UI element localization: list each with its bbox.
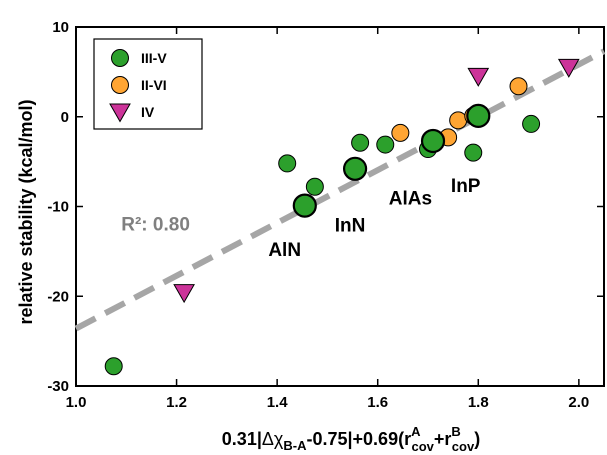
point-annotation: AlAs bbox=[389, 189, 432, 210]
data-point bbox=[467, 67, 490, 87]
data-point bbox=[278, 154, 297, 173]
highlighted-point bbox=[292, 193, 317, 218]
data-point bbox=[449, 111, 468, 130]
data-point bbox=[173, 284, 195, 304]
x-axis-label-prefix: 0.31| bbox=[222, 429, 262, 449]
fit-line-layer bbox=[74, 48, 606, 332]
legend-marker bbox=[111, 49, 129, 67]
x-axis-label: 0.31|ΔχB-A-0.75|+0.69(rA cov+rB cov) bbox=[222, 424, 480, 454]
y-tick-label: 0 bbox=[61, 109, 69, 126]
data-point bbox=[391, 123, 410, 142]
ticks-layer: 1.0 1.2 1.4 1.6 1.8 2.0 -30 -20 -10 0 10 bbox=[47, 19, 604, 411]
highlighted-point bbox=[420, 128, 446, 154]
y-tick-label: -10 bbox=[47, 199, 69, 216]
x-axis-label-ra-sub: cov bbox=[411, 439, 434, 454]
x-axis-label-end: ) bbox=[474, 429, 480, 449]
data-point bbox=[376, 135, 395, 154]
data-point bbox=[557, 58, 580, 78]
x-tick-label: 1.8 bbox=[468, 394, 489, 411]
x-tick-label: 2.0 bbox=[568, 394, 589, 411]
highlighted-point bbox=[466, 103, 491, 128]
x-axis-label-ra-sup: A bbox=[411, 424, 421, 439]
x-axis-label-delta: Δ bbox=[262, 429, 274, 449]
x-axis-label-chi-sub: B-A bbox=[283, 438, 307, 453]
x-tick-label: 1.4 bbox=[267, 394, 289, 411]
y-tick-label: -20 bbox=[47, 288, 69, 305]
legend-label: IV bbox=[141, 104, 155, 120]
x-axis-label-plus: +r bbox=[434, 429, 452, 449]
point-annotation: InN bbox=[335, 216, 366, 237]
r-squared-label: R²: 0.80 bbox=[121, 215, 190, 236]
data-point bbox=[522, 114, 541, 133]
x-axis-label-chi: χ bbox=[274, 429, 284, 449]
point-annotation: AlN bbox=[268, 240, 301, 261]
x-tick-label: 1.0 bbox=[66, 394, 87, 411]
x-axis-label-rb-sub: cov bbox=[452, 439, 475, 454]
y-tick-label: 10 bbox=[52, 19, 69, 36]
x-axis-label-rb-sup: B bbox=[451, 424, 460, 439]
data-point bbox=[509, 77, 528, 96]
point-annotation: InP bbox=[451, 176, 481, 197]
legend: III-V II-VI IV bbox=[93, 38, 203, 130]
data-point bbox=[351, 133, 370, 152]
points-layer bbox=[104, 58, 580, 376]
data-point bbox=[104, 357, 123, 376]
x-tick-label: 1.6 bbox=[367, 394, 388, 411]
fit-line bbox=[74, 48, 606, 332]
x-axis-label-mid: -0.75|+0.69(r bbox=[306, 429, 411, 449]
data-point bbox=[305, 177, 324, 196]
y-tick-label: -30 bbox=[47, 378, 69, 395]
data-point bbox=[464, 143, 483, 162]
highlighted-point bbox=[342, 156, 368, 181]
x-tick-label: 1.2 bbox=[166, 394, 187, 411]
legend-label: II-VI bbox=[141, 77, 167, 93]
legend-marker bbox=[109, 103, 131, 123]
y-axis-label: relative stability (kcal/mol) bbox=[16, 99, 36, 324]
legend-marker bbox=[111, 76, 129, 94]
legend-label: III-V bbox=[141, 50, 167, 66]
annotations-layer: AlN InN AlAs InP R²: 0.80 bbox=[121, 176, 481, 261]
